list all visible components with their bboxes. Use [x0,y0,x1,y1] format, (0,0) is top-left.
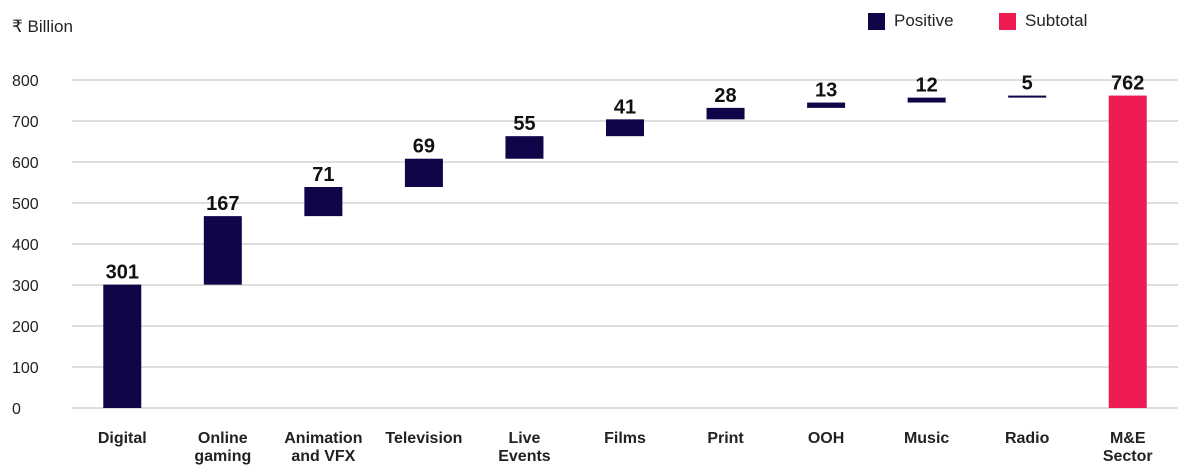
data-label: 301 [106,262,139,284]
x-tick-label: Events [498,448,551,465]
data-label: 13 [815,80,837,102]
bar-1 [203,216,242,285]
bar-3 [404,158,443,188]
x-tick-label: Television [385,430,462,447]
y-tick-label: 200 [12,319,39,336]
bar-7 [807,102,846,108]
data-label: 28 [714,85,736,107]
y-tick-label: 300 [12,278,39,295]
bar-5 [606,119,644,137]
bar-4 [505,136,544,159]
bar-9 [1008,95,1047,98]
x-tick-label: Radio [1005,430,1050,447]
y-tick-label: 100 [12,360,39,377]
x-tick-label: gaming [194,448,251,465]
data-label: 41 [614,96,636,118]
bar-2 [304,187,343,217]
data-label: 5 [1022,73,1033,95]
y-axis-unit-label: ₹ Billion [12,17,73,36]
y-tick-label: 0 [12,401,21,418]
data-label: 55 [513,113,535,135]
y-tick-label: 700 [12,114,39,131]
y-tick-label: 600 [12,155,39,172]
y-tick-label: 400 [12,237,39,254]
legend-label-subtotal: Subtotal [1025,11,1088,30]
x-tick-label: Online [198,430,248,447]
data-label: 69 [413,136,435,158]
data-label: 12 [916,75,938,97]
x-tick-label: Digital [98,430,147,447]
x-tick-label: Print [707,430,744,447]
legend-swatch-positive [868,12,885,30]
data-label: 762 [1111,73,1144,95]
y-tick-label: 500 [12,196,39,213]
bar-6 [706,107,745,120]
x-tick-label: Films [604,430,646,447]
x-tick-label: Animation [284,430,362,447]
bar-10 [1108,95,1147,408]
x-tick-label: OOH [808,430,844,447]
y-tick-label: 800 [12,73,39,90]
x-tick-label: M&E [1110,430,1146,447]
legend-label-positive: Positive [894,11,954,30]
x-tick-label: Sector [1103,448,1153,465]
x-tick-label: Music [904,430,949,447]
bar-8 [907,97,946,103]
x-tick-label: and VFX [291,448,355,465]
legend-swatch-subtotal [999,12,1016,30]
bar-0 [103,284,142,408]
data-label: 71 [312,164,334,186]
legend-item-subtotal: Subtotal [999,11,1087,31]
legend-item-positive: Positive [868,11,954,31]
x-tick-label: Live [508,430,540,447]
data-label: 167 [206,193,239,215]
